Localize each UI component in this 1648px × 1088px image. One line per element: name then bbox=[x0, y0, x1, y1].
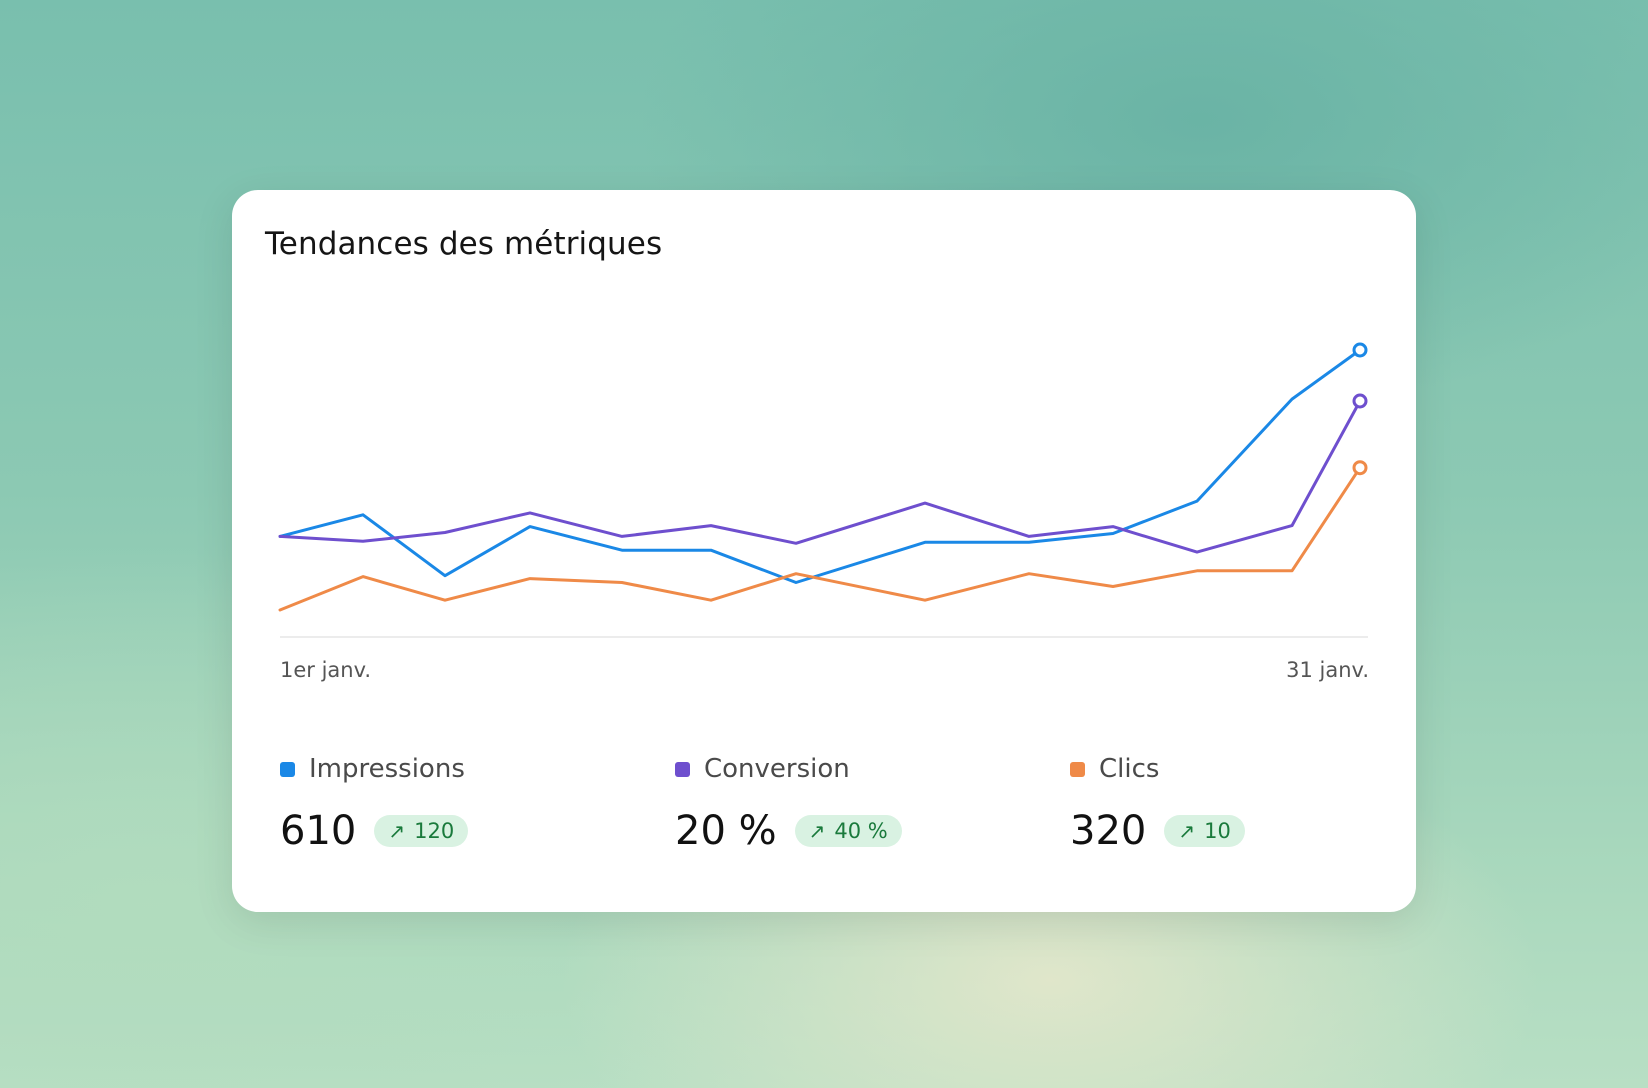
endpoint-impressions bbox=[1352, 342, 1368, 358]
endpoint-clics bbox=[1352, 460, 1368, 476]
arrow-up-right-icon: ↗ bbox=[1178, 819, 1196, 843]
legend-conversion: Conversion 20 % ↗ 40 % bbox=[675, 752, 1035, 854]
impressions-value: 610 bbox=[280, 808, 357, 854]
conversion-value: 20 % bbox=[675, 808, 777, 854]
conversion-swatch bbox=[675, 761, 690, 777]
card-title: Tendances des métriques bbox=[265, 226, 663, 262]
series-line-impressions bbox=[278, 348, 1362, 584]
legend-label: Impressions bbox=[309, 754, 465, 784]
x-label-end: 31 janv. bbox=[1286, 658, 1369, 682]
delta-value: 120 bbox=[414, 819, 455, 843]
impressions-delta-badge: ↗ 120 bbox=[374, 815, 469, 847]
delta-value: 10 bbox=[1204, 819, 1231, 843]
series-line-conversion bbox=[278, 399, 1362, 554]
series-line-clics bbox=[278, 466, 1362, 612]
clics-value: 320 bbox=[1070, 808, 1147, 854]
legend-label: Clics bbox=[1099, 754, 1160, 784]
endpoint-conversion bbox=[1352, 393, 1368, 409]
metrics-card: Tendances des métriques 1er janv. 31 jan… bbox=[232, 190, 1416, 912]
impressions-swatch bbox=[280, 761, 295, 777]
x-label-start: 1er janv. bbox=[280, 658, 372, 682]
arrow-up-right-icon: ↗ bbox=[388, 819, 406, 843]
delta-value: 40 % bbox=[834, 819, 888, 843]
clics-delta-badge: ↗ 10 bbox=[1164, 815, 1245, 847]
legend-clics: Clics 320 ↗ 10 bbox=[1070, 752, 1430, 854]
arrow-up-right-icon: ↗ bbox=[808, 819, 826, 843]
clics-swatch bbox=[1070, 761, 1085, 777]
legend-label: Conversion bbox=[704, 754, 850, 784]
line-chart bbox=[278, 342, 1368, 638]
legend-impressions: Impressions 610 ↗ 120 bbox=[280, 752, 640, 854]
conversion-delta-badge: ↗ 40 % bbox=[794, 815, 902, 847]
